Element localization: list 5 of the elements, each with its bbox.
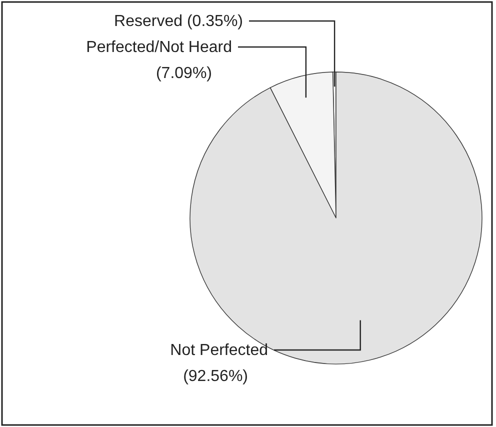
- data-label: (7.09%): [156, 65, 212, 82]
- slice-label: Reserved (0.35%): [114, 13, 243, 30]
- slice-label: Not Perfected: [170, 342, 268, 359]
- data-label: (92.56%): [183, 368, 248, 385]
- slice-label: Perfected/Not Heard: [86, 39, 232, 56]
